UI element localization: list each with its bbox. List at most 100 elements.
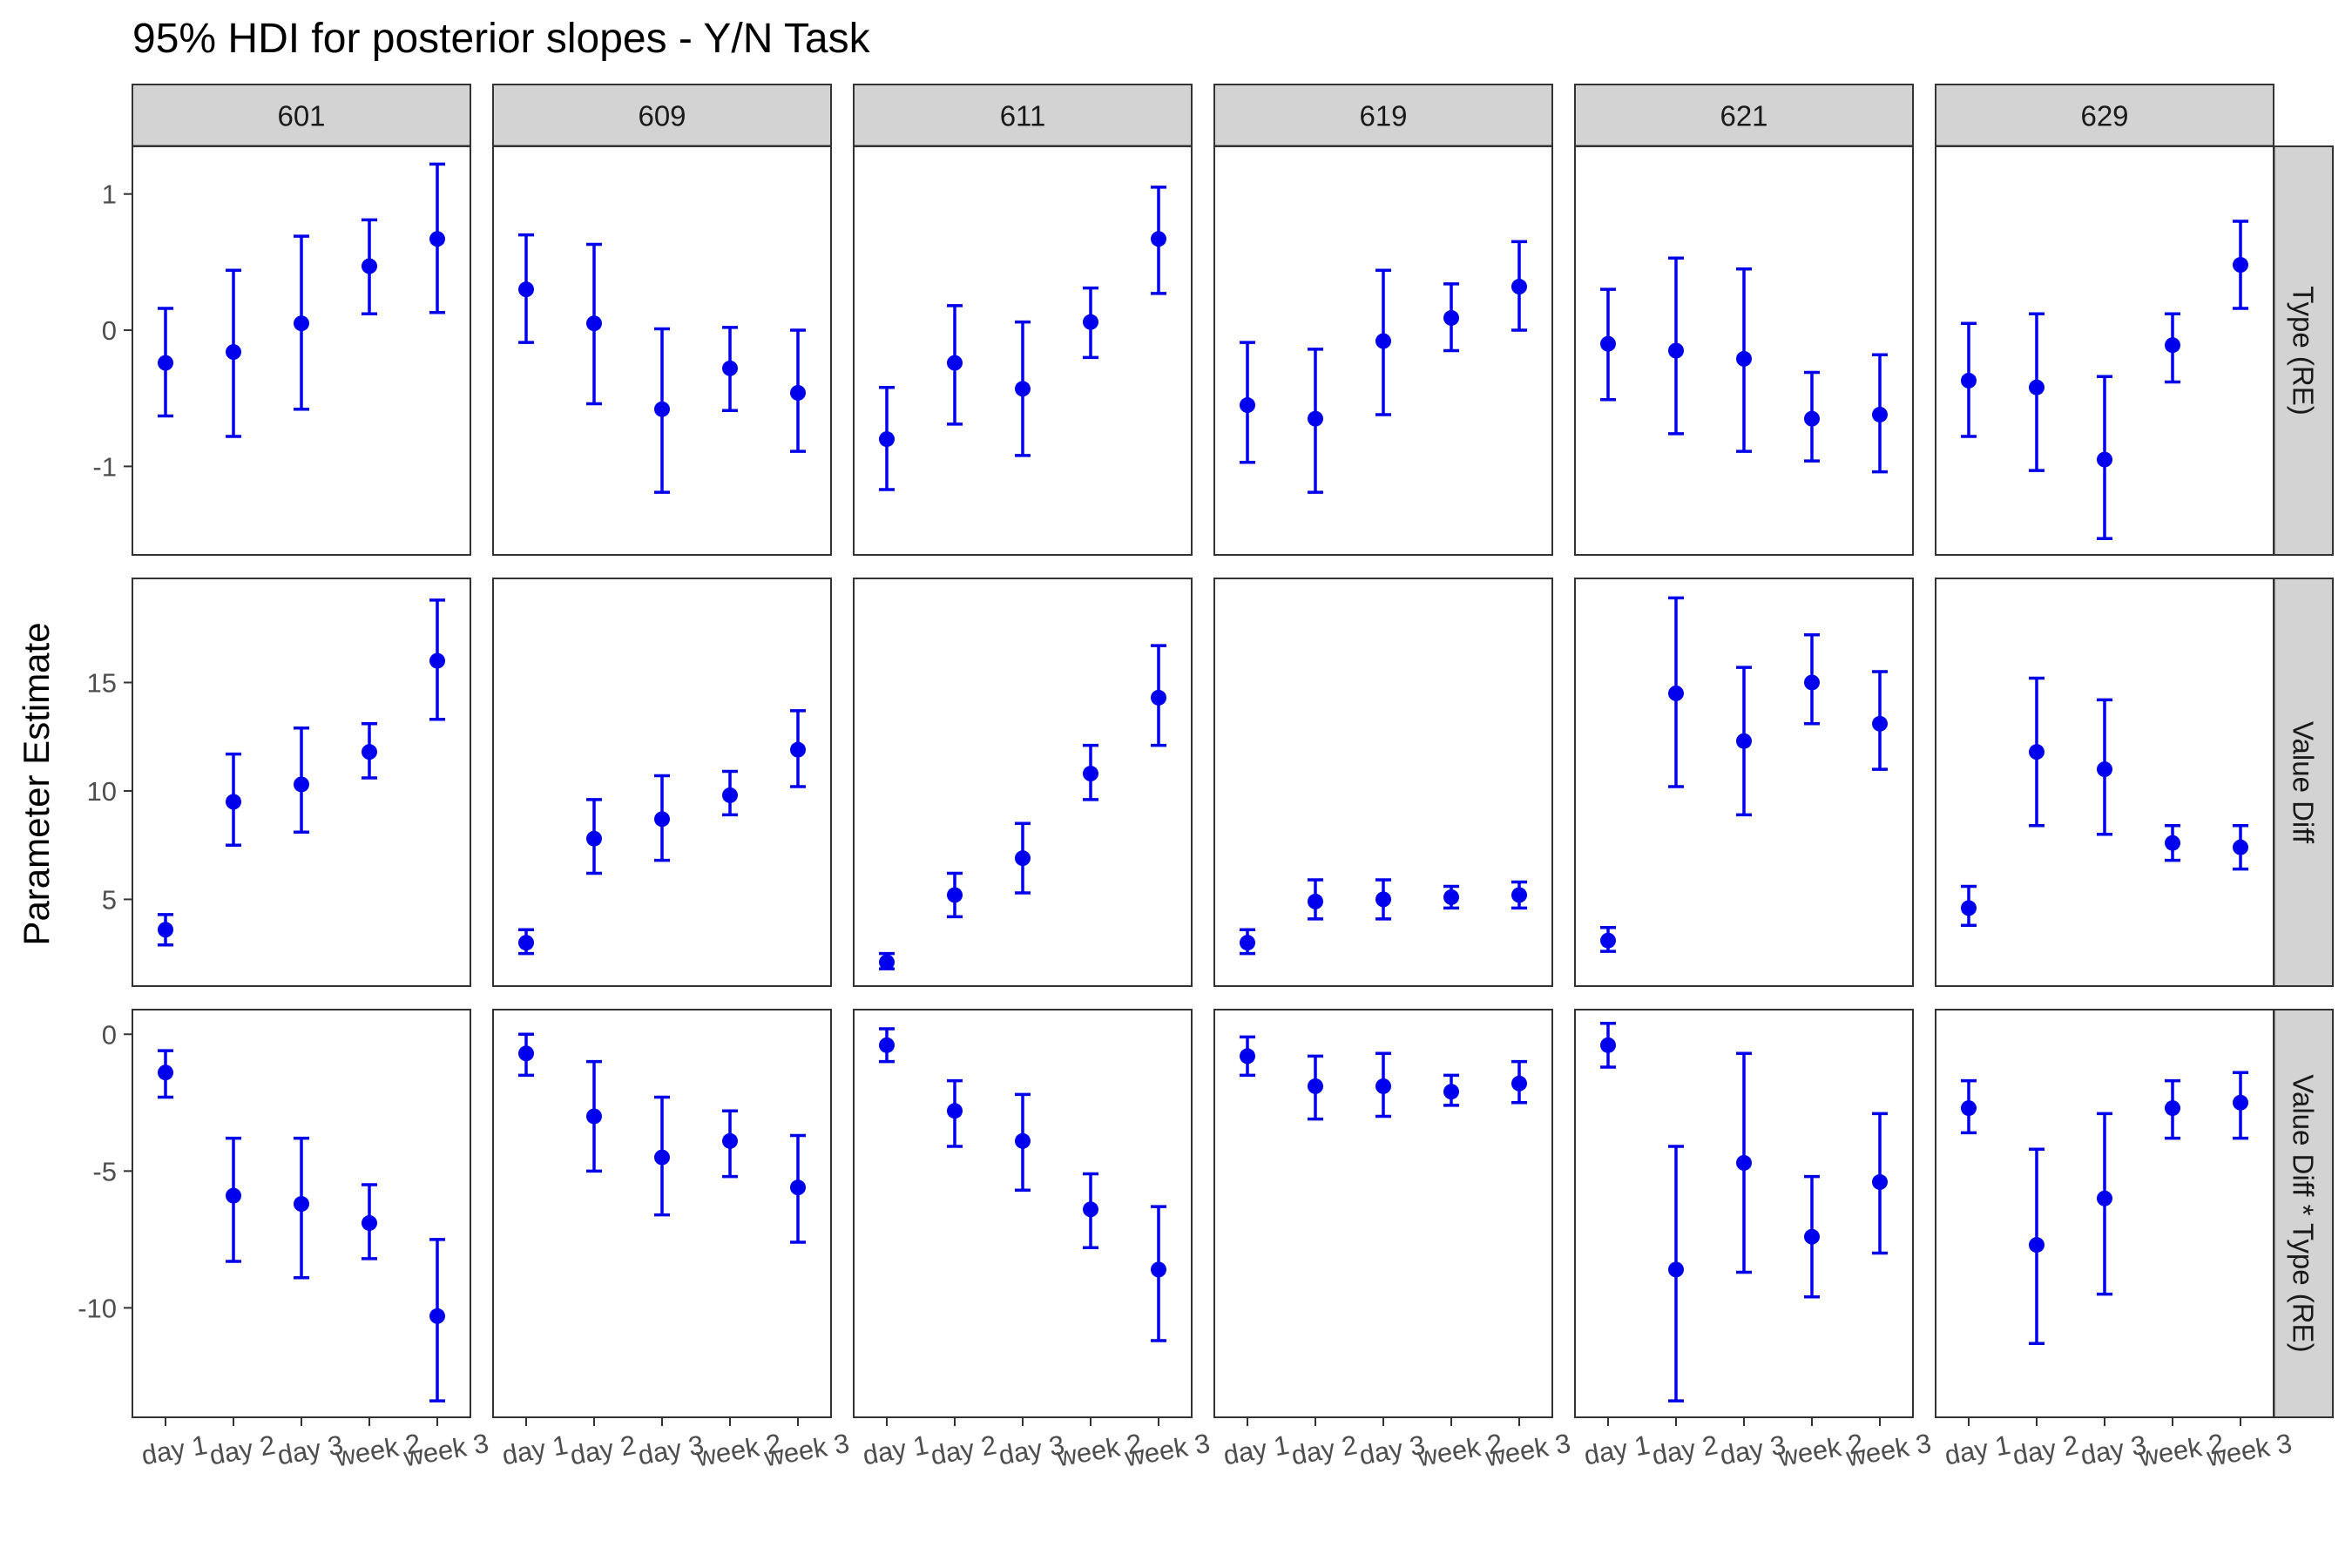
hdi-errorbar [1015,320,1031,457]
facet-panel [1574,578,1914,987]
estimate-point [294,1196,309,1213]
y-tick-label: 0 [102,1019,117,1050]
estimate-point [1151,689,1166,706]
estimate-point [2165,1100,2180,1117]
facet-panel [1213,145,1553,556]
hdi-errorbar [879,385,895,491]
hdi-errorbar [1375,878,1391,921]
hdi-errorbar [429,162,445,314]
hdi-errorbar [947,304,963,426]
hdi-errorbar [654,327,670,494]
hdi-errorbar [947,1078,963,1148]
estimate-point [2097,761,2112,778]
hdi-errorbar [1736,267,1752,453]
estimate-point [1151,1261,1166,1278]
estimate-point [2233,1094,2248,1111]
estimate-point [2233,839,2248,855]
hdi-errorbar [1961,1078,1977,1135]
y-tick-label: 5 [102,884,117,915]
estimate-point [1240,935,1255,951]
estimate-point [294,315,309,332]
estimate-point [1961,372,1977,389]
estimate-point [362,744,377,760]
estimate-point [1308,410,1323,427]
estimate-point [1083,1201,1098,1218]
hdi-errorbar [226,268,241,438]
hdi-errorbar [1151,186,1166,295]
estimate-point [722,787,738,803]
panel-border [853,578,1193,987]
facet-panel [1574,1009,1914,1418]
estimate-point [429,652,445,669]
estimate-point [1804,410,1820,427]
hdi-errorbar [790,1133,806,1244]
column-strip-label: 619 [1359,100,1407,132]
hdi-errorbar [294,727,309,835]
estimate-point [2029,379,2044,395]
estimate-point [2029,1237,2044,1254]
estimate-point [947,887,963,903]
hdi-errorbar [226,752,241,847]
hdi-errorbar [790,328,806,453]
estimate-point [1375,891,1391,908]
hdi-errorbar [1961,884,1977,928]
estimate-point [1668,1261,1684,1278]
hdi-errorbar [1083,743,1098,801]
estimate-point [518,281,534,298]
hdi-errorbar [1443,884,1459,910]
hdi-errorbar [294,234,309,411]
estimate-point [1668,342,1684,359]
y-tick-label: -1 [92,451,117,482]
hdi-errorbar [586,798,602,875]
estimate-point [586,315,602,332]
strip-box [1574,84,1914,147]
row-strip: Value Diff * Type (RE) [2272,1009,2334,1418]
facet-panel [1574,145,1914,556]
column-strip: 611 [853,84,1193,148]
estimate-point [654,1149,670,1166]
hdi-errorbar [947,871,963,919]
hdi-errorbar [1015,1092,1031,1193]
estimate-point [2097,451,2112,468]
row-strip-label: Value Diff [2288,721,2320,844]
estimate-point [586,830,602,847]
estimate-point [1308,1078,1323,1094]
estimate-point [790,741,806,758]
estimate-point [1804,1228,1820,1245]
strip-box [1213,84,1553,147]
hdi-errorbar [1668,596,1684,788]
hdi-errorbar [2165,1078,2180,1140]
estimate-point [1240,1048,1255,1064]
estimate-point [1511,887,1527,903]
facet-panel [1213,1009,1553,1418]
estimate-point [294,776,309,793]
y-tick-label: -10 [78,1293,117,1323]
facet-panel [853,1009,1193,1418]
estimate-point [2165,337,2180,354]
hdi-errorbar [158,913,173,947]
estimate-point [1443,1084,1459,1100]
hdi-errorbar [722,326,738,413]
panel-border [853,1009,1193,1418]
strip-box [1935,84,2274,147]
estimate-point [1375,333,1391,349]
estimate-point [1961,1100,1977,1117]
hdi-errorbar [654,1095,670,1217]
strip-box [853,84,1193,147]
hdi-errorbar [1736,1051,1752,1274]
facet-panel [492,1009,832,1418]
facet-panel [1935,1009,2274,1418]
estimate-point [1872,1173,1888,1190]
hdi-errorbar [362,1183,377,1260]
hdi-errorbar [879,1027,895,1064]
hdi-errorbar [1308,348,1323,494]
strip-box [2273,578,2334,987]
hdi-errorbar [1511,880,1527,910]
hdi-errorbar [158,1049,173,1099]
hdi-errorbar [1308,878,1323,921]
hdi-errorbar [362,218,377,316]
column-strip: 629 [1935,84,2274,148]
y-tick-label: 1 [102,179,117,210]
estimate-point [586,1108,602,1125]
